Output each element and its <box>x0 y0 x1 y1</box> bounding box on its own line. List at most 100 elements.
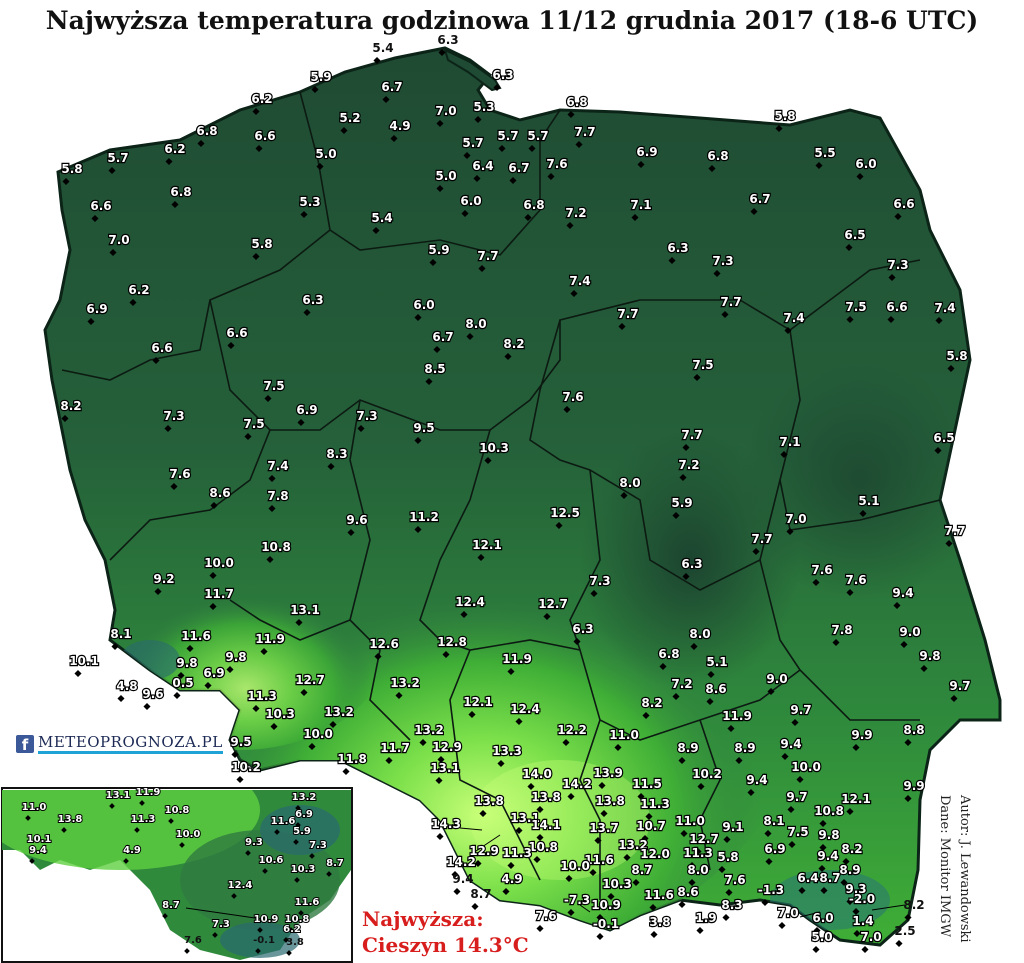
station-marker <box>945 539 953 548</box>
station-temperature-label: 7.0 <box>435 104 456 118</box>
station-temperature-label: 14.3 <box>431 817 461 831</box>
station-temperature-label: 7.3 <box>887 258 908 272</box>
station-marker <box>460 610 468 619</box>
station-temperature-label: 5.2 <box>339 111 360 125</box>
station-temperature-label: 7.7 <box>751 532 772 546</box>
station-temperature-label: 5.5 <box>814 146 835 160</box>
station-marker <box>900 640 908 649</box>
facebook-icon[interactable]: f <box>16 734 34 754</box>
station-marker <box>477 553 485 562</box>
station-temperature-label: 13.1 <box>290 603 320 617</box>
station-marker <box>385 756 393 765</box>
station-marker <box>484 456 492 465</box>
station-temperature-label: 10.8 <box>261 540 291 554</box>
station-temperature-label: 7.4 <box>267 459 288 473</box>
station-marker <box>853 929 861 938</box>
station-temperature-label: 10.6 <box>259 855 284 866</box>
station-temperature-label: 9.6 <box>346 513 367 527</box>
station-marker <box>498 144 506 153</box>
station-temperature-label: 6.6 <box>893 197 914 211</box>
station-marker <box>565 874 573 883</box>
station-temperature-label: 13.2 <box>292 792 317 803</box>
station-temperature-label: 9.1 <box>722 820 743 834</box>
station-marker <box>255 144 263 153</box>
station-marker <box>718 865 726 874</box>
station-marker <box>162 913 168 919</box>
station-temperature-label: 6.8 <box>523 198 544 212</box>
station-temperature-label: 7.3 <box>356 409 377 423</box>
station-temperature-label: 11.0 <box>675 814 705 828</box>
station-marker <box>236 775 244 784</box>
station-temperature-label: 4.8 <box>116 679 137 693</box>
station-marker <box>819 819 827 828</box>
station-temperature-label: 6.2 <box>251 92 272 106</box>
station-temperature-label: 9.7 <box>786 790 807 804</box>
station-temperature-label: 10.3 <box>291 864 316 875</box>
station-marker <box>567 110 575 119</box>
station-marker <box>165 157 173 166</box>
station-marker <box>614 743 622 752</box>
station-temperature-label: 6.8 <box>707 149 728 163</box>
station-marker <box>852 907 860 916</box>
station-temperature-label: 6.0 <box>855 157 876 171</box>
station-marker <box>645 812 653 821</box>
station-temperature-label: 10.0 <box>176 829 201 840</box>
station-temperature-label: 6.6 <box>151 341 172 355</box>
station-temperature-label: 4.9 <box>123 845 141 856</box>
station-marker <box>295 805 301 811</box>
station-temperature-label: 9.2 <box>153 572 174 586</box>
station-temperature-label: 9.0 <box>766 672 787 686</box>
station-temperature-label: 9.9 <box>851 728 872 742</box>
station-temperature-label: 14.0 <box>522 767 552 781</box>
station-temperature-label: 10.0 <box>791 760 821 774</box>
station-marker <box>433 345 441 354</box>
station-temperature-label: 11.3 <box>640 797 670 811</box>
station-marker <box>429 258 437 267</box>
station-temperature-label: 7.3 <box>712 254 733 268</box>
station-marker <box>765 857 773 866</box>
station-temperature-label: 5.4 <box>372 41 393 55</box>
station-temperature-label: 7.6 <box>169 467 190 481</box>
station-marker <box>563 405 571 414</box>
station-marker <box>678 900 686 909</box>
station-marker <box>747 788 755 797</box>
station-temperature-label: 10.8 <box>814 804 844 818</box>
station-temperature-label: 8.5 <box>424 362 445 376</box>
station-marker <box>818 864 826 873</box>
station-temperature-label: 8.6 <box>209 486 230 500</box>
station-temperature-label: 10.1 <box>27 834 52 845</box>
station-temperature-label: 7.0 <box>108 233 129 247</box>
station-temperature-label: 7.7 <box>944 524 965 538</box>
station-marker <box>373 56 381 65</box>
station-marker <box>62 177 70 186</box>
station-temperature-label: 9.4 <box>452 872 473 886</box>
station-temperature-label: 11.5 <box>632 777 662 791</box>
station-marker <box>735 756 743 765</box>
station-temperature-label: 10.0 <box>204 556 234 570</box>
station-temperature-label: 7.6 <box>811 563 832 577</box>
station-marker <box>846 315 854 324</box>
station-marker <box>567 792 575 801</box>
station-marker <box>507 861 515 870</box>
station-marker <box>270 722 278 731</box>
logo-text[interactable]: METEOPROGNOZA.PL <box>38 733 223 754</box>
station-temperature-label: 8.6 <box>705 682 726 696</box>
station-marker <box>796 775 804 784</box>
station-markers: 5.4 6.3 6.3 5.9 6.7 5.3 6.8 6.2 5.2 4.9 7.0 5.7 5.7 5… <box>59 33 972 954</box>
station-temperature-label: 7.1 <box>779 435 800 449</box>
station-marker <box>934 446 942 455</box>
station-temperature-label: 5.7 <box>107 151 128 165</box>
station-temperature-label: 13.8 <box>58 814 83 825</box>
station-marker <box>543 612 551 621</box>
station-marker <box>812 578 820 587</box>
station-temperature-label: 10.9 <box>254 914 279 925</box>
station-marker <box>29 858 35 864</box>
station-temperature-label: 6.3 <box>302 293 323 307</box>
station-temperature-label: 9.8 <box>818 828 839 842</box>
station-temperature-label: 12.5 <box>550 506 580 520</box>
station-marker <box>210 501 218 510</box>
station-temperature-label: 3.8 <box>286 937 304 948</box>
station-temperature-label: 5.4 <box>371 211 392 225</box>
station-temperature-label: 9.8 <box>225 650 246 664</box>
station-temperature-label: 10.1 <box>69 654 99 668</box>
